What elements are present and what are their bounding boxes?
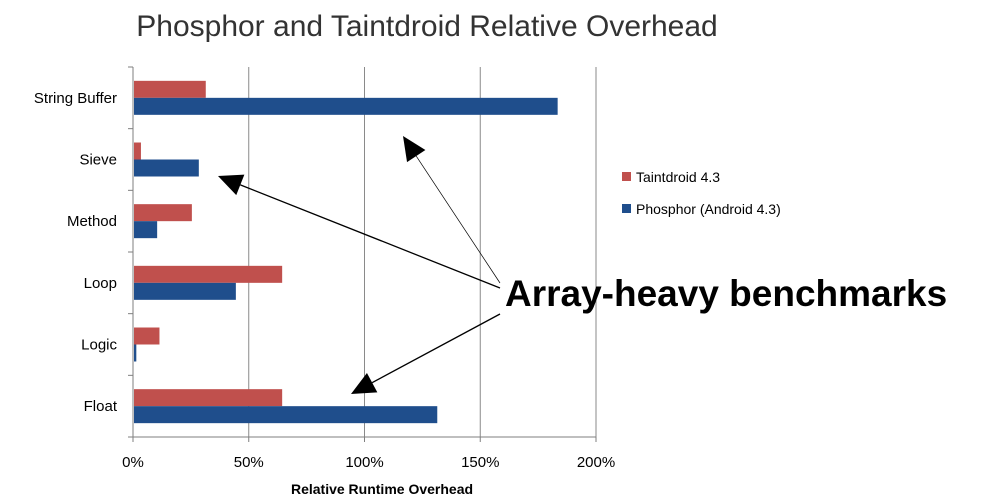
bar-taintdroid-4-3-string-buffer	[134, 80, 206, 98]
bars	[134, 80, 558, 424]
bar-phosphor-android-4-3-method	[134, 221, 158, 239]
category-labels: String Buffer Sieve Method Loop Logic Float	[34, 90, 118, 415]
bar-taintdroid-4-3-logic	[134, 327, 160, 345]
x-tick-label: 200%	[577, 454, 615, 471]
bar-phosphor-android-4-3-logic	[134, 344, 137, 362]
bar-taintdroid-4-3-sieve	[134, 142, 141, 160]
arrow-to-string-buffer-line	[415, 155, 501, 284]
category-label-float: Float	[84, 398, 118, 415]
legend-swatch-phosphor-android-4-3	[622, 204, 631, 213]
bar-taintdroid-4-3-method	[134, 204, 192, 222]
category-label-logic: Logic	[81, 337, 117, 354]
x-tick-label: 0%	[122, 454, 144, 471]
legend-swatch-taintdroid-4-3	[622, 172, 631, 181]
arrow-to-float-line	[371, 313, 501, 384]
annotation: Array-heavy benchmarks	[218, 136, 947, 394]
x-tick-label: 150%	[461, 454, 499, 471]
category-label-loop: Loop	[84, 275, 117, 292]
bar-phosphor-android-4-3-sieve	[134, 159, 199, 177]
x-tick-labels: 0% 50% 100% 150% 200%	[122, 454, 615, 471]
grid	[128, 66, 597, 442]
bar-phosphor-android-4-3-float	[134, 406, 438, 424]
x-tick-label: 100%	[345, 454, 383, 471]
legend-label-taintdroid-4-3: Taintdroid 4.3	[636, 169, 720, 185]
x-axis-label: Relative Runtime Overhead	[291, 481, 473, 497]
category-label-string-buffer: String Buffer	[34, 90, 117, 107]
x-tick-label: 50%	[234, 454, 264, 471]
legend-label-phosphor-android-4-3: Phosphor (Android 4.3)	[636, 201, 781, 217]
category-label-method: Method	[67, 213, 117, 230]
bar-phosphor-android-4-3-loop	[134, 282, 236, 300]
category-label-sieve: Sieve	[79, 152, 117, 169]
arrow-to-string-buffer-head	[403, 136, 426, 163]
bar-phosphor-android-4-3-string-buffer	[134, 97, 558, 115]
legend: Taintdroid 4.3 Phosphor (Android 4.3)	[622, 169, 781, 217]
arrow-to-sieve-head	[218, 174, 245, 196]
bar-taintdroid-4-3-float	[134, 389, 283, 407]
arrow-to-float-head	[351, 372, 378, 394]
arrow-to-sieve-line	[240, 184, 501, 289]
bar-taintdroid-4-3-loop	[134, 265, 283, 283]
annotation-text: Array-heavy benchmarks	[505, 273, 947, 314]
chart-title: Phosphor and Taintdroid Relative Overhea…	[136, 10, 717, 43]
